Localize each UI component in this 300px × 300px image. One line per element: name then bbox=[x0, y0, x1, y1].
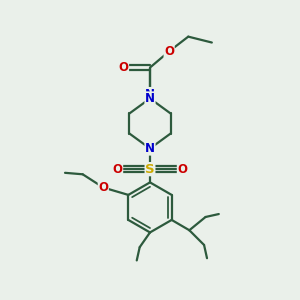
Text: O: O bbox=[118, 61, 128, 74]
Text: N: N bbox=[145, 92, 155, 105]
Text: O: O bbox=[112, 163, 123, 176]
Text: O: O bbox=[164, 45, 174, 58]
Text: O: O bbox=[177, 163, 188, 176]
Text: N: N bbox=[145, 142, 155, 155]
Text: O: O bbox=[98, 181, 108, 194]
Text: S: S bbox=[145, 163, 155, 176]
Text: N: N bbox=[145, 88, 155, 100]
